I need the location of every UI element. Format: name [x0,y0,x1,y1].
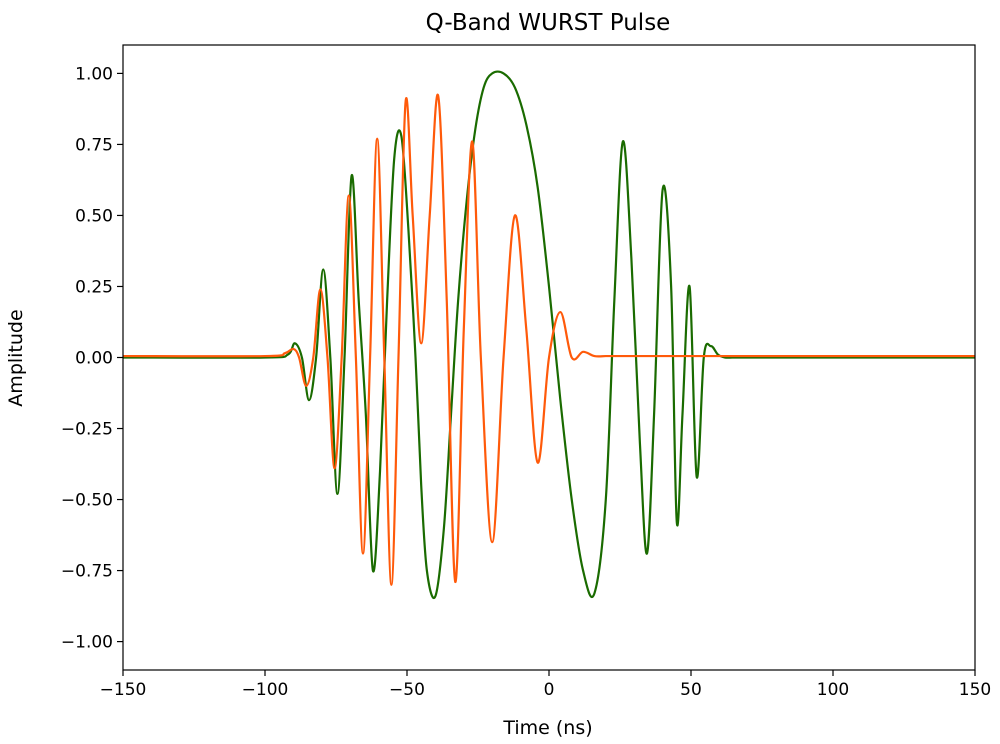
y-tick-label: 0.75 [75,135,113,155]
y-tick-label: 0.50 [75,206,113,226]
y-tick-label: −1.00 [61,633,113,653]
y-tick-label: −0.75 [61,562,113,582]
axes-layer: −150 −100 −50 0 50 100 150 −1.00 −0.75 −0.50 −0.25… [61,44,991,700]
x-tick-label: 150 [959,680,991,700]
x-tick-label: −50 [389,680,425,700]
series-layer [122,70,975,599]
y-tick-label: 1.00 [75,64,113,84]
x-tick-label: 0 [544,680,555,700]
y-tick-label: −0.25 [61,420,113,440]
x-tick-label: −150 [100,680,147,700]
x-tick-label: 50 [680,680,702,700]
x-tick-label: −100 [242,680,289,700]
x-axis-title: Time (ns) [502,717,592,739]
series-line-1 [122,70,975,599]
series-line-2 [122,93,975,586]
y-axis-title: Amplitude [5,309,27,406]
y-tick-label: −0.50 [61,491,113,511]
x-tick-label: 100 [817,680,849,700]
chart-title: Q-Band WURST Pulse [426,10,671,36]
y-tick-label: 0.00 [75,349,113,369]
y-tick-label: 0.25 [75,277,113,297]
